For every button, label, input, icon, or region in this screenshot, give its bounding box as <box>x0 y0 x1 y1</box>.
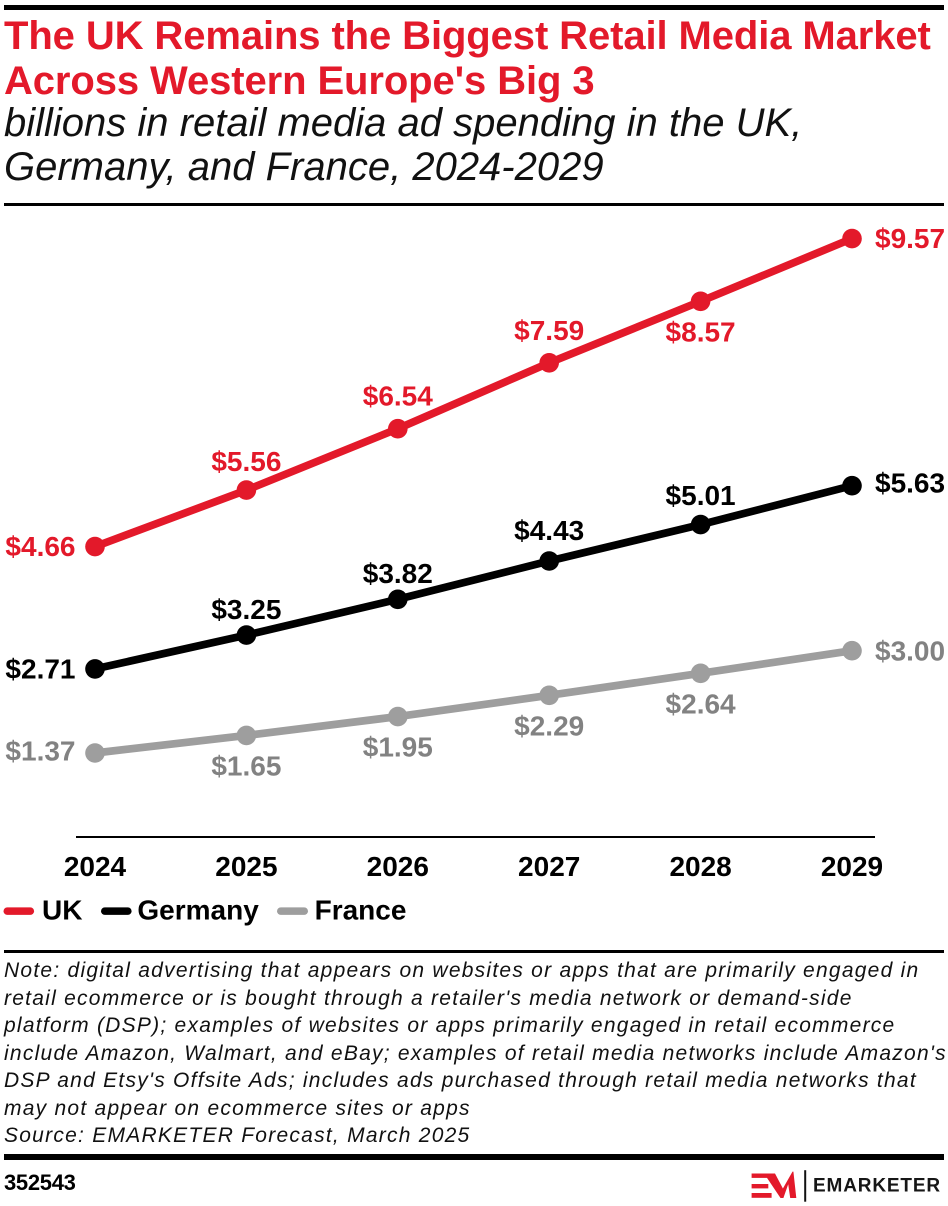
svg-text:EMARKETER: EMARKETER <box>813 1176 941 1197</box>
svg-text:2025: 2025 <box>215 851 277 882</box>
svg-text:UK: UK <box>42 894 82 925</box>
svg-text:$5.01: $5.01 <box>666 480 736 511</box>
svg-text:$8.57: $8.57 <box>666 316 736 347</box>
svg-text:France: France <box>315 894 407 925</box>
svg-text:2026: 2026 <box>367 851 429 882</box>
svg-text:$1.37: $1.37 <box>5 736 75 767</box>
svg-text:2029: 2029 <box>821 851 883 882</box>
svg-text:$5.63: $5.63 <box>875 468 945 499</box>
svg-text:$4.43: $4.43 <box>514 515 584 546</box>
svg-text:Germany: Germany <box>137 894 259 925</box>
svg-text:$1.65: $1.65 <box>211 750 281 781</box>
svg-text:$2.71: $2.71 <box>5 654 75 685</box>
svg-text:$6.54: $6.54 <box>363 381 433 412</box>
svg-text:2028: 2028 <box>669 851 731 882</box>
svg-text:$7.59: $7.59 <box>514 315 584 346</box>
svg-text:$4.66: $4.66 <box>5 531 75 562</box>
svg-text:2024: 2024 <box>64 851 127 882</box>
svg-text:$3.00: $3.00 <box>875 635 945 666</box>
svg-text:$3.82: $3.82 <box>363 558 433 589</box>
svg-text:$5.56: $5.56 <box>211 446 281 477</box>
svg-text:$2.29: $2.29 <box>514 710 584 741</box>
svg-text:$9.57: $9.57 <box>875 223 945 254</box>
svg-text:2027: 2027 <box>518 851 580 882</box>
svg-text:$1.95: $1.95 <box>363 732 433 763</box>
svg-text:$3.25: $3.25 <box>211 594 281 625</box>
svg-text:$2.64: $2.64 <box>666 688 736 719</box>
